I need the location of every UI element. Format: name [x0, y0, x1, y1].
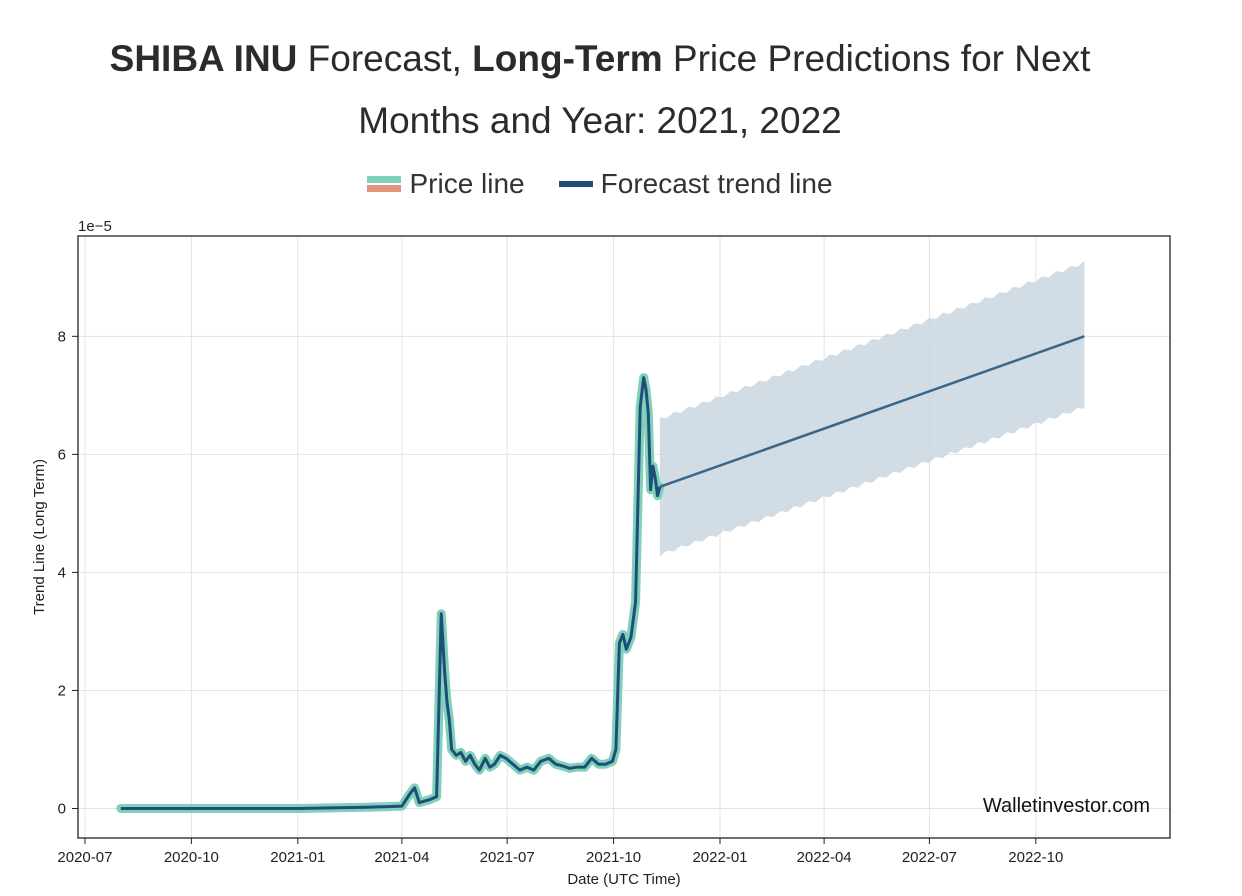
- series-lines: [116, 335, 1085, 813]
- y-multiplier-label: 1e−5: [78, 218, 112, 235]
- y-axis-label: Trend Line (Long Term): [31, 459, 48, 615]
- x-axis-ticks: 2020-07 2020-10 2021-01 2021-04 2021-07 2021-…: [57, 838, 1063, 866]
- y-tick-label: 4: [58, 564, 66, 581]
- x-tick-label: 2020-07: [57, 849, 112, 866]
- title-line-1: SHIBA INU Forecast, Long-Term Price Pred…: [0, 28, 1200, 90]
- confidence-band: [659, 260, 1085, 557]
- y-tick-label: 2: [58, 682, 66, 699]
- y-tick-label: 8: [58, 328, 66, 345]
- plot-frame: [77, 235, 1171, 839]
- forecast-band: [659, 260, 1085, 557]
- title-part-rest: Price Predictions for Next: [662, 38, 1091, 79]
- y-axis-ticks: 0 2 4 6 8: [58, 328, 78, 817]
- price-trend-overlay: [120, 376, 662, 810]
- x-tick-label: 2021-01: [270, 849, 325, 866]
- x-tick-label: 2021-07: [480, 849, 535, 866]
- price-line: [116, 373, 665, 813]
- trend-line-swatch: [558, 181, 593, 187]
- title-part-coin: SHIBA INU: [109, 38, 298, 79]
- title-part-longterm: Long-Term: [472, 38, 663, 79]
- x-tick-label: 2022-04: [797, 849, 852, 866]
- x-tick-label: 2021-04: [374, 849, 429, 866]
- legend-item-trend: Forecast trend line: [558, 168, 833, 200]
- x-tick-label: 2021-10: [586, 849, 641, 866]
- price-line-swatch: [367, 174, 402, 194]
- y-tick-label: 0: [58, 800, 66, 817]
- forecast-trend-line: [659, 335, 1085, 489]
- x-tick-label: 2022-10: [1008, 849, 1063, 866]
- chart-title: SHIBA INU Forecast, Long-Term Price Pred…: [0, 28, 1200, 152]
- chart-legend: Price line Forecast trend line: [0, 168, 1200, 200]
- x-tick-label: 2022-07: [902, 849, 957, 866]
- y-tick-label: 6: [58, 446, 66, 463]
- x-tick-label: 2020-10: [164, 849, 219, 866]
- title-part-forecast: Forecast,: [297, 38, 473, 79]
- x-axis-label: Date (UTC Time): [567, 871, 680, 888]
- watermark: Walletinvestor.com: [983, 795, 1150, 817]
- legend-price-label: Price line: [409, 168, 525, 199]
- legend-trend-label: Forecast trend line: [600, 168, 833, 199]
- title-line-2: Months and Year: 2021, 2022: [358, 100, 842, 141]
- legend-item-price: Price line: [367, 168, 525, 200]
- x-tick-label: 2022-01: [692, 849, 747, 866]
